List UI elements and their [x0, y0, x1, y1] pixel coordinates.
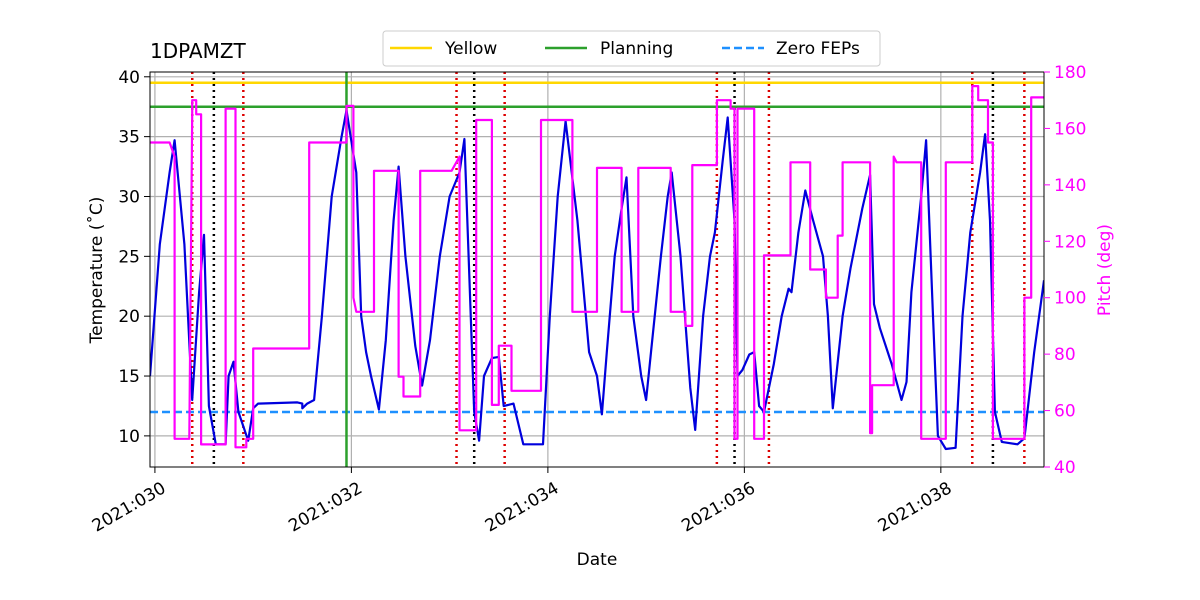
x-tick-label: 2021:034 — [482, 478, 563, 536]
y-tick-label: 40 — [118, 68, 140, 88]
legend: Yellow Planning Zero FEPs — [382, 30, 881, 67]
y2-tick-label: 40 — [1054, 458, 1076, 478]
y-tick-label: 15 — [118, 367, 140, 387]
legend-label-yellow: Yellow — [444, 39, 497, 59]
y-tick-label: 25 — [118, 247, 140, 267]
y2-tick-label: 180 — [1054, 63, 1086, 83]
y2-tick-label: 160 — [1054, 119, 1086, 139]
y2-tick-label: 60 — [1054, 402, 1076, 422]
y-tick-label: 10 — [118, 427, 140, 447]
y-tick-label: 20 — [118, 307, 140, 327]
x-axis-label: Date — [577, 550, 618, 570]
x-tick-label: 2021:038 — [875, 478, 956, 536]
y-axis-label: Temperature (˚C) — [86, 197, 107, 345]
legend-label-planning: Planning — [600, 39, 673, 59]
y-tick-label: 35 — [118, 128, 140, 148]
y2-axis-label: Pitch (deg) — [1095, 224, 1115, 316]
legend-box — [382, 30, 881, 67]
series — [150, 85, 1044, 451]
pitch-series-line — [150, 85, 1044, 449]
event-lines — [190, 72, 1026, 467]
y-tick-label: 30 — [118, 187, 140, 207]
plot-frame — [149, 71, 1045, 468]
chart-title: 1DPAMZT — [150, 39, 247, 63]
y2-tick-label: 140 — [1054, 176, 1086, 196]
axes: 2021:030 2021:032 2021:034 2021:036 2021:038… — [89, 63, 1087, 536]
y2-tick-label: 80 — [1054, 345, 1076, 365]
x-tick-label: 2021:032 — [285, 478, 366, 536]
legend-label-zero-feps: Zero FEPs — [776, 39, 860, 59]
x-tick-label: 2021:036 — [678, 478, 759, 536]
y2-tick-label: 120 — [1054, 232, 1086, 252]
y2-tick-label: 100 — [1054, 289, 1086, 309]
limit-lines — [150, 81, 1044, 414]
x-tick-label: 2021:030 — [89, 478, 170, 536]
